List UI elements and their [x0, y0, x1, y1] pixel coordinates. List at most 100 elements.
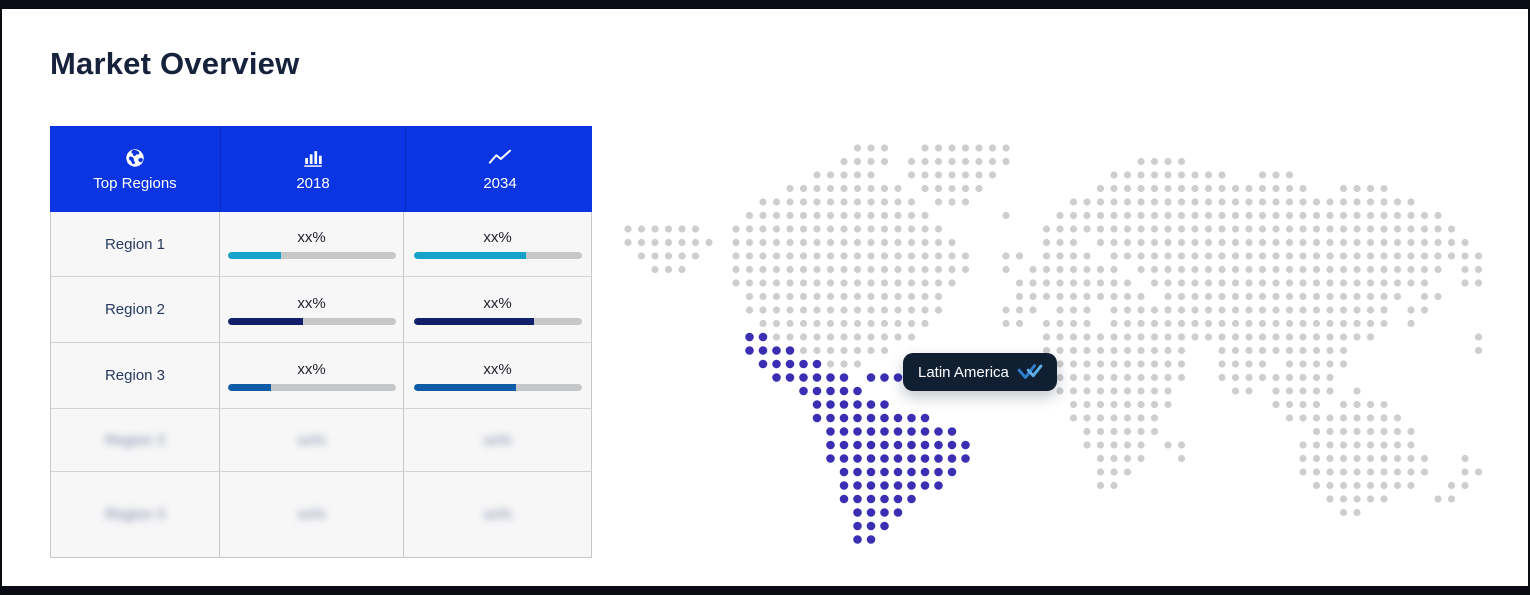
map-dot — [1272, 198, 1280, 206]
map-dot — [880, 184, 889, 193]
map-dot — [907, 252, 916, 260]
map-dot — [1299, 360, 1307, 368]
map-dot — [1177, 252, 1186, 260]
map-dot — [772, 225, 781, 233]
map-dot — [1461, 252, 1469, 260]
map-dot — [1258, 211, 1267, 220]
map-dot — [880, 279, 889, 287]
map-dot — [1191, 252, 1199, 260]
map-dot-highlight — [839, 440, 849, 450]
map-dot — [867, 144, 875, 152]
map-dot — [1231, 387, 1240, 395]
map-dot-highlight — [853, 440, 862, 450]
map-dot — [1299, 238, 1307, 247]
map-dot — [1299, 306, 1307, 314]
map-dot — [1339, 292, 1348, 301]
map-dot — [948, 157, 956, 166]
map-dot — [1218, 292, 1226, 301]
map-dot — [1285, 292, 1294, 301]
map-dot — [799, 265, 808, 274]
map-dot — [1096, 265, 1105, 274]
map-dot — [1123, 171, 1132, 179]
map-dot — [745, 252, 754, 260]
map-dot — [1042, 319, 1051, 328]
map-dot-highlight — [880, 413, 889, 423]
map-dot — [1150, 346, 1159, 355]
map-dot — [853, 252, 862, 260]
page-title: Market Overview — [50, 46, 300, 81]
map-dot — [1191, 279, 1199, 287]
map-dot — [1150, 279, 1159, 287]
map-dot — [1461, 279, 1469, 287]
map-dot-highlight — [934, 481, 943, 490]
map-dot — [1177, 292, 1186, 301]
map-dot — [799, 333, 808, 341]
map-dot — [1110, 468, 1118, 476]
map-dot — [1312, 360, 1321, 368]
map-dot — [1137, 157, 1145, 166]
map-dot — [1380, 292, 1388, 301]
map-dot — [1231, 346, 1240, 355]
map-dot — [853, 211, 862, 220]
map-dot — [961, 157, 970, 166]
map-dot — [1393, 481, 1402, 490]
map-dot — [678, 252, 686, 260]
map-dot — [1420, 306, 1429, 314]
map-dot — [1245, 319, 1253, 328]
map-dot — [1407, 198, 1415, 206]
map-dot — [1204, 292, 1213, 301]
map-dot — [1380, 306, 1388, 314]
map-dot — [651, 225, 659, 233]
map-dot — [1137, 225, 1145, 233]
map-dot-highlight — [880, 467, 889, 477]
map-dot — [624, 225, 632, 233]
map-dot-highlight — [826, 440, 835, 450]
map-dot — [1312, 333, 1321, 341]
map-dot — [1218, 360, 1226, 368]
map-dot — [1299, 184, 1307, 193]
map-dot — [853, 225, 862, 233]
map-dot — [867, 306, 875, 314]
map-dot — [907, 225, 916, 233]
map-dot — [1069, 333, 1078, 341]
map-dot — [1218, 306, 1226, 314]
column-header-top-regions: Top Regions — [50, 126, 221, 212]
value-label: xx% — [483, 506, 512, 523]
map-dot — [651, 238, 659, 247]
map-dot — [867, 333, 875, 341]
map-dot — [1123, 252, 1132, 260]
map-dot — [1177, 346, 1186, 355]
progress-bar-fill — [413, 252, 527, 259]
map-dot — [1407, 454, 1415, 463]
map-dot — [1312, 292, 1321, 301]
map-dot — [759, 211, 767, 220]
map-dot — [1096, 198, 1105, 206]
map-dot — [732, 265, 740, 274]
map-dot — [853, 144, 862, 152]
map-dot — [799, 238, 808, 247]
map-dot — [745, 211, 754, 220]
map-dot — [1339, 252, 1348, 260]
map-dot — [799, 211, 808, 220]
region-label: Region 2 — [104, 301, 166, 318]
map-tooltip-latin-america[interactable]: Latin America — [903, 353, 1057, 391]
map-dot — [1447, 481, 1456, 490]
map-dot — [975, 144, 983, 152]
map-dot — [840, 306, 848, 314]
map-dot — [637, 238, 646, 247]
map-dot — [1150, 157, 1159, 166]
map-dot — [1177, 198, 1186, 206]
map-dot — [1069, 360, 1078, 368]
map-dot — [1137, 252, 1145, 260]
map-dot — [678, 238, 686, 247]
map-dot — [1407, 481, 1415, 490]
map-dot-highlight — [826, 373, 835, 382]
map-dot — [934, 279, 943, 287]
map-dot — [1231, 333, 1240, 341]
map-dot — [1339, 225, 1348, 233]
map-dot-highlight — [893, 494, 903, 504]
map-dot — [1285, 238, 1294, 247]
map-dot-highlight — [772, 373, 781, 382]
map-dot — [1258, 238, 1267, 247]
map-dot — [826, 211, 835, 220]
